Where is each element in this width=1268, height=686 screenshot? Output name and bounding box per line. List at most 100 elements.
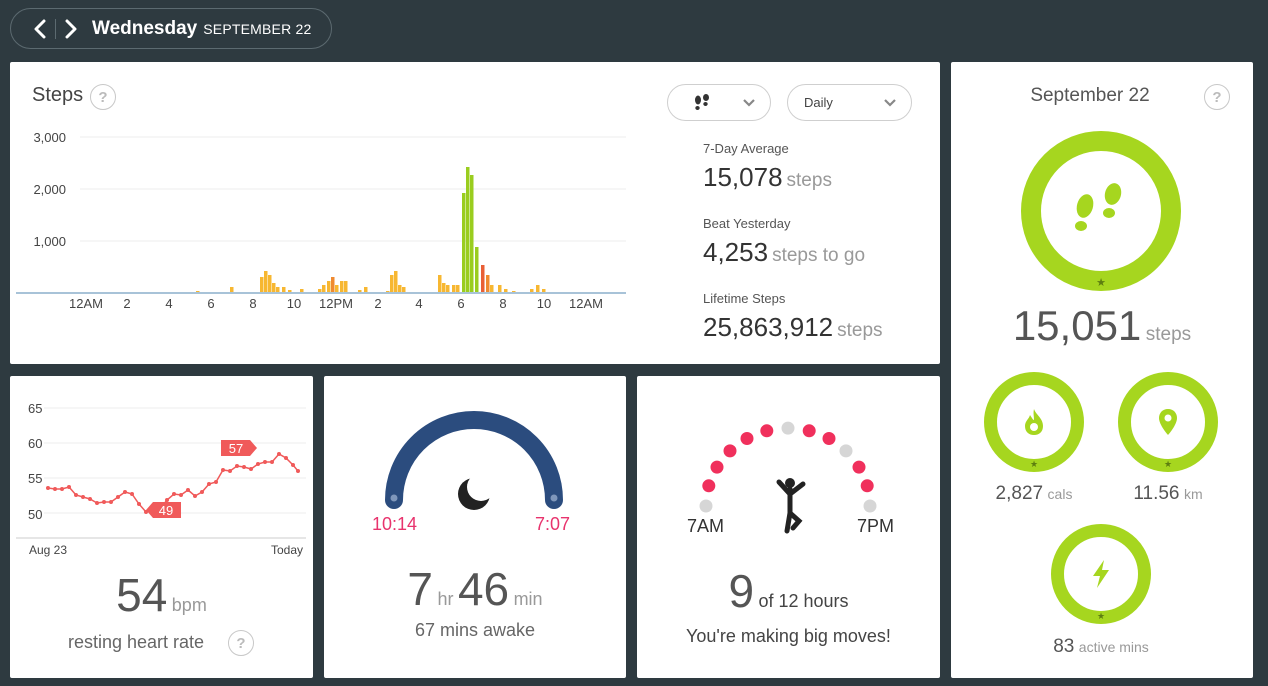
steps-x-tick: 4	[165, 296, 172, 311]
summary-steps-number: 15,051	[1012, 302, 1142, 349]
date-navigator: Wednesday SEPTEMBER 22	[10, 8, 332, 49]
footprints-icon	[1075, 183, 1122, 231]
heart-rate-card: 57 49 65 60 55 50 Aug 23 Today 54 bpm re…	[10, 376, 313, 678]
hour-dot-active	[740, 432, 754, 445]
activity-type-select[interactable]	[667, 84, 771, 121]
steps-bar	[264, 271, 268, 293]
hr-point	[270, 460, 274, 464]
next-day-button[interactable]	[56, 8, 86, 49]
steps-bar	[542, 289, 546, 293]
moon-icon	[458, 473, 495, 510]
hr-point	[81, 495, 85, 499]
steps-y-tick: 1,000	[33, 234, 66, 249]
steps-title: Steps	[32, 84, 84, 106]
steps-bar	[364, 287, 368, 293]
steps-y-tick: 3,000	[33, 130, 66, 145]
sleep-hours: 7	[407, 563, 434, 615]
bpm-number: 54	[116, 569, 168, 621]
hourly-activity-dots	[699, 421, 877, 534]
steps-bar	[452, 285, 456, 293]
period-select[interactable]: Daily	[787, 84, 912, 121]
sleep-mins-unit: min	[513, 589, 543, 609]
steps-x-tick: 10	[287, 296, 301, 311]
hourly-count: 9 of 12 hours	[637, 564, 940, 618]
sleep-start-time: 10:14	[372, 514, 418, 534]
hourly-message: You're making big moves!	[686, 626, 891, 646]
hr-point	[123, 490, 127, 494]
steps-x-tick: 6	[457, 296, 464, 311]
steps-x-tick: 12AM	[569, 296, 603, 311]
hr-point	[193, 494, 197, 498]
steps-bar	[318, 289, 322, 293]
flame-icon	[1025, 409, 1043, 435]
steps-x-tick: 6	[207, 296, 214, 311]
hourly-count-number: 9	[728, 565, 755, 617]
sleep-start-dot	[390, 494, 398, 502]
hour-dot-active	[852, 460, 866, 474]
steps-bar	[230, 287, 234, 293]
hourly-start-label: 7AM	[687, 516, 725, 536]
heart-help-icon[interactable]: ?	[228, 630, 254, 656]
goal-star-icon: ★	[1163, 459, 1173, 469]
steps-ring[interactable]: ★	[1021, 131, 1181, 291]
lifetime-steps-number: 25,863,912	[703, 312, 834, 342]
lightning-icon	[1093, 560, 1109, 588]
steps-x-tick: 8	[499, 296, 506, 311]
previous-day-button[interactable]	[25, 8, 55, 49]
hr-point	[137, 502, 141, 506]
steps-bar	[268, 275, 272, 293]
hr-y-tick: 55	[28, 471, 43, 486]
hr-point	[242, 465, 246, 469]
hr-point	[277, 452, 281, 456]
beat-yesterday-unit: steps to go	[772, 245, 866, 266]
steps-x-tick: 12PM	[319, 296, 353, 311]
hr-point	[130, 492, 134, 496]
active-figure-icon	[776, 478, 806, 534]
hr-point	[186, 488, 190, 492]
resting-heart-rate-label: resting heart rate	[68, 632, 205, 652]
hour-dot-inactive	[781, 421, 795, 435]
hour-dot-active	[702, 479, 716, 493]
sleep-end-dot	[550, 494, 558, 502]
lifetime-steps-label: Lifetime Steps	[703, 291, 786, 306]
steps-bar	[282, 287, 286, 293]
steps-x-tick: 8	[249, 296, 256, 311]
hr-point	[46, 486, 50, 490]
summary-steps-value: 15,051 steps	[951, 302, 1253, 350]
steps-bar	[536, 285, 540, 293]
hr-point	[263, 460, 267, 464]
max-flag-value: 57	[229, 441, 243, 456]
steps-bar	[272, 283, 276, 293]
steps-bar	[335, 285, 339, 293]
steps-bar	[390, 275, 394, 293]
max-flag: 57	[221, 440, 257, 456]
hr-point	[179, 493, 183, 497]
sleep-mins: 46	[457, 563, 510, 615]
calories-ring[interactable]: ★	[984, 372, 1084, 472]
active-minutes-ring[interactable]: ★	[1051, 524, 1151, 624]
steps-bar	[327, 281, 331, 293]
hour-dot-active	[723, 444, 737, 458]
steps-bar	[504, 289, 508, 293]
steps-bar	[300, 289, 304, 293]
summary-help-icon[interactable]: ?	[1204, 84, 1230, 110]
steps-bar	[358, 290, 362, 293]
daily-summary-card: September 22 ? ★ 15,051 steps ★ 2,827 ca…	[951, 62, 1253, 678]
summary-steps-unit: steps	[1145, 324, 1192, 345]
min-flag: 49	[146, 502, 181, 518]
summary-date: September 22	[1030, 85, 1150, 106]
chevron-down-icon	[743, 98, 755, 107]
hr-point	[88, 497, 92, 501]
hour-dot-active	[860, 479, 874, 493]
hourly-activity-card: 7AM 7PM 9 of 12 hours You're making big …	[637, 376, 940, 678]
steps-bar	[442, 283, 446, 293]
distance-ring[interactable]: ★	[1118, 372, 1218, 472]
distance-number: 11.56	[1133, 483, 1180, 504]
steps-help-icon[interactable]: ?	[90, 84, 116, 110]
calories-value: 2,827 cals	[964, 483, 1104, 505]
hr-x-end: Today	[271, 543, 304, 557]
hour-dot-active	[802, 424, 816, 438]
hr-point	[207, 482, 211, 486]
hr-point	[116, 495, 120, 499]
steps-card: Steps ? 3,000 2,000 1,000 12AM 2 4 6 8 10 12PM 2 4…	[10, 62, 940, 364]
